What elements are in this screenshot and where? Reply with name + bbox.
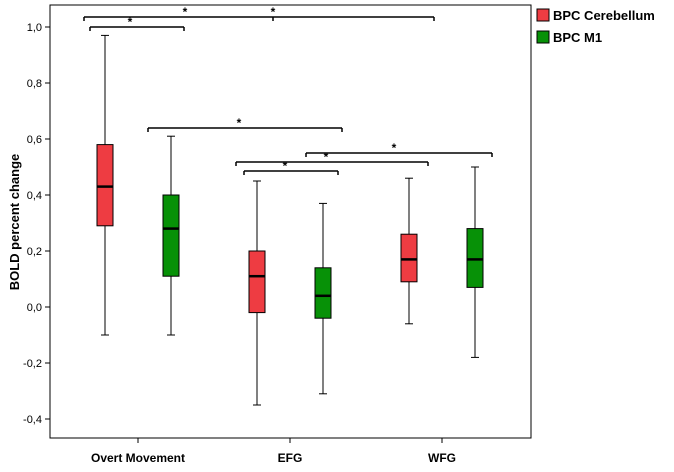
- y-axis: -0,4 -0,2 0,0 0,2 0,4 0,6 0,8 1,0: [23, 22, 50, 426]
- x-category-label: Overt Movement: [91, 451, 185, 465]
- box-m1: [162, 135, 180, 336]
- box-cerebellum: [400, 177, 418, 325]
- significance-bracket: *: [235, 150, 429, 166]
- significance-star: *: [183, 5, 188, 19]
- y-tick-label: -0,4: [23, 414, 42, 426]
- box-cerebellum: [248, 180, 266, 406]
- plot-frame: [49, 4, 532, 439]
- y-axis-title: BOLD percent change: [7, 154, 22, 291]
- y-tick-label: -0,2: [23, 358, 42, 370]
- significance-star: *: [271, 5, 276, 19]
- significance-star: *: [128, 15, 133, 29]
- legend-swatch-m1: [536, 30, 550, 44]
- box-iqr: [400, 233, 418, 283]
- significance-bracket: *: [83, 5, 435, 21]
- box-series: [96, 34, 484, 406]
- significance-star: *: [237, 116, 242, 130]
- legend: BPC Cerebellum BPC M1: [536, 8, 655, 45]
- y-tick-label: 0,0: [27, 302, 42, 314]
- y-tick-label: 0,2: [27, 246, 42, 258]
- significance-brackets: * * * * * * *: [83, 5, 493, 175]
- x-category-label: EFG: [278, 451, 303, 465]
- significance-bracket: *: [147, 116, 343, 132]
- y-tick-label: 1,0: [27, 22, 42, 34]
- box-cerebellum: [96, 34, 114, 336]
- legend-label: BPC Cerebellum: [553, 8, 655, 23]
- box-iqr: [96, 144, 114, 227]
- significance-bracket: *: [243, 159, 339, 175]
- x-category-label: WFG: [428, 451, 456, 465]
- y-tick-label: 0,6: [27, 134, 42, 146]
- box-iqr: [466, 228, 484, 288]
- box-iqr: [314, 267, 332, 319]
- box-iqr: [248, 250, 266, 314]
- legend-label: BPC M1: [553, 30, 602, 45]
- significance-bracket: *: [89, 15, 185, 31]
- box-iqr: [162, 194, 180, 277]
- box-m1: [314, 202, 332, 395]
- legend-swatch-cerebellum: [536, 8, 550, 22]
- y-tick-label: 0,4: [27, 190, 42, 202]
- significance-star: *: [324, 150, 329, 164]
- significance-bracket: *: [305, 141, 493, 157]
- x-axis: Overt Movement EFG WFG: [91, 438, 456, 465]
- significance-bracket: *: [271, 5, 276, 21]
- significance-star: *: [392, 141, 397, 155]
- significance-star: *: [283, 159, 288, 173]
- box-m1: [466, 166, 484, 358]
- y-tick-label: 0,8: [27, 78, 42, 90]
